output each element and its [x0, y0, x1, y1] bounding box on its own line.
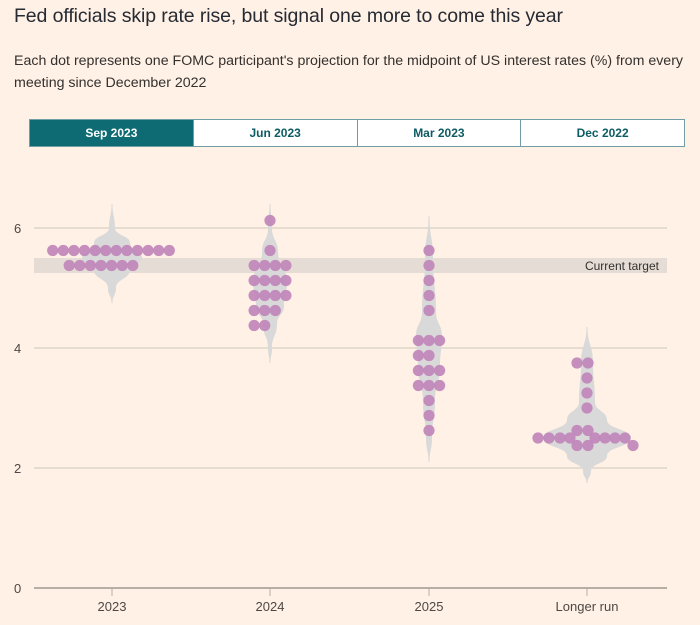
dot-2025 [423, 409, 435, 422]
dot-longer-run [571, 357, 583, 369]
gridlines [34, 227, 667, 589]
current-target-label: Current target [585, 259, 660, 273]
dot-2024 [259, 319, 271, 332]
dot-2025 [423, 424, 435, 437]
dot-2023 [131, 244, 144, 257]
dot-2025 [423, 289, 435, 302]
dot-2023 [106, 259, 118, 272]
dot-2025 [423, 334, 435, 347]
dot-2024 [259, 274, 271, 287]
dot-longer-run [564, 432, 576, 444]
dot-longer-run [582, 357, 594, 369]
current-target-rect [34, 258, 667, 273]
dot-2025 [412, 379, 424, 392]
meeting-tabs: Sep 2023 Jun 2023 Mar 2023 Dec 2022 [29, 119, 685, 147]
dot-2024 [269, 289, 281, 302]
dot-longer-run [581, 402, 593, 414]
tab-jun-2023[interactable]: Jun 2023 [192, 120, 357, 146]
dot-longer-run [599, 432, 611, 444]
x-tick-label-2024: 2024 [256, 599, 285, 614]
dot-2025 [423, 304, 435, 317]
dot-2025 [412, 334, 424, 347]
tab-mar-2023[interactable]: Mar 2023 [356, 120, 521, 146]
dot-2025 [423, 259, 435, 272]
tab-dec-2022[interactable]: Dec 2022 [520, 120, 684, 146]
dot-2024 [280, 274, 292, 287]
dot-2024 [280, 289, 292, 302]
dot-longer-run [581, 372, 593, 384]
dot-longer-run [589, 432, 601, 444]
dot-2025 [423, 394, 435, 407]
dot-2024 [248, 289, 260, 302]
dot-longer-run [543, 432, 555, 444]
dot-2024 [259, 289, 271, 302]
chart-subtitle: Each dot represents one FOMC participant… [14, 53, 684, 91]
dot-longer-run [581, 387, 593, 399]
dot-2023 [116, 259, 128, 272]
dot-2023 [95, 259, 107, 272]
dot-2025 [434, 364, 446, 377]
dot-2023 [47, 244, 59, 257]
dot-2025 [412, 349, 424, 362]
dot-2023 [68, 244, 80, 257]
dot-2024 [259, 259, 271, 272]
dot-2023 [57, 244, 69, 257]
dot-2024 [248, 274, 260, 287]
x-tick-label-2025: 2025 [415, 599, 444, 614]
dot-2024 [269, 274, 281, 287]
chart-title: Fed officials skip rate rise, but signal… [14, 5, 563, 27]
dot-longer-run [582, 439, 594, 452]
x-tick-label-longer-run: Longer run [556, 599, 619, 614]
dot-2023 [163, 244, 175, 257]
dot-2023 [74, 259, 86, 272]
dot-longer-run [582, 424, 594, 437]
y-tick-label: 0 [14, 581, 21, 596]
dot-2025 [434, 334, 446, 347]
violin-2024 [253, 204, 287, 363]
dot-2023 [100, 244, 112, 257]
dot-longer-run [532, 432, 544, 444]
y-tick-label: 6 [14, 221, 21, 236]
dot-longer-run [571, 424, 583, 437]
dot-2023 [121, 244, 133, 257]
dot-2024 [259, 304, 271, 317]
dot-2024 [280, 259, 292, 272]
dot-2025 [423, 349, 435, 362]
dot-2024 [248, 304, 260, 317]
dot-2023 [63, 259, 75, 272]
dot-2024 [264, 244, 276, 257]
dot-2024 [269, 304, 281, 317]
y-tick-label: 2 [14, 461, 21, 476]
y-tick-label: 4 [14, 341, 21, 356]
dot-2023 [127, 259, 139, 272]
dot-longer-run [627, 439, 639, 452]
dot-longer-run [554, 432, 566, 444]
dot-2023 [78, 244, 91, 257]
dot-longer-run [619, 432, 631, 444]
x-tick-label-2023: 2023 [98, 599, 127, 614]
dot-2023 [110, 244, 122, 257]
dot-2025 [412, 364, 424, 377]
dot-2025 [423, 364, 435, 377]
dot-2024 [264, 214, 276, 227]
current-target-band: Current target [34, 258, 667, 273]
dot-2025 [423, 244, 435, 257]
y-axis: 0 2 4 6 [14, 221, 21, 596]
dot-longer-run [571, 439, 583, 452]
dot-2023 [84, 259, 96, 272]
dot-2025 [423, 379, 435, 392]
dot-2024 [248, 319, 260, 332]
dot-2023 [142, 244, 154, 257]
dot-2025 [434, 379, 446, 392]
dot-2024 [269, 259, 281, 272]
dot-2023 [153, 244, 165, 257]
dot-2024 [248, 259, 260, 272]
tab-sep-2023[interactable]: Sep 2023 [30, 120, 193, 146]
x-axis: 2023 2024 2025 Longer run [98, 588, 619, 614]
dot-2025 [423, 274, 435, 287]
dot-longer-run [609, 432, 621, 444]
dots [47, 214, 639, 452]
dot-2023 [89, 244, 101, 257]
